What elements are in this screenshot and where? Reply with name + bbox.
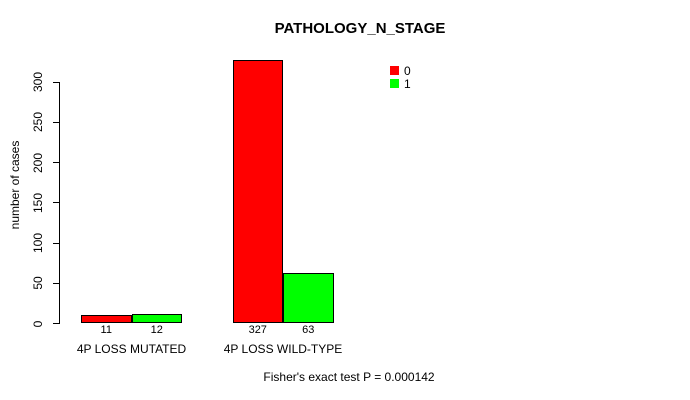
y-tick-label: 50 (31, 276, 45, 290)
y-tick-label: 300 (31, 72, 45, 93)
legend-swatch (390, 79, 399, 88)
legend-row: 0 (390, 64, 411, 77)
y-tick-label: 0 (31, 320, 45, 327)
y-tick-label: 150 (31, 192, 45, 213)
y-tick-label: 100 (31, 233, 45, 254)
y-tick (53, 242, 60, 244)
bar-segment (283, 272, 334, 324)
y-tick (53, 323, 60, 324)
bar-segment (232, 60, 283, 324)
legend-swatch (390, 66, 399, 75)
y-tick (53, 202, 60, 204)
legend-label: 0 (404, 63, 411, 78)
y-tick (53, 81, 60, 83)
bar-value-label: 327 (248, 324, 267, 336)
y-tick (53, 282, 60, 284)
bar-value-label: 12 (150, 324, 163, 336)
y-tick (53, 121, 60, 123)
y-tick-label: 250 (31, 112, 45, 133)
bar-segment (131, 313, 182, 324)
legend-label: 1 (404, 76, 411, 91)
chart-title: PATHOLOGY_N_STAGE (274, 20, 446, 37)
y-axis-label: number of cases (8, 140, 22, 230)
category-label: 4P LOSS WILD-TYPE (223, 342, 343, 356)
legend-row: 1 (390, 77, 411, 90)
y-tick (53, 162, 60, 164)
fisher-test-caption: Fisher's exact test P = 0.000142 (263, 370, 435, 384)
category-label: 4P LOSS MUTATED (76, 342, 187, 356)
bar-segment (81, 314, 132, 324)
y-tick-label: 200 (31, 152, 45, 173)
bar-value-label: 63 (302, 324, 315, 336)
bar-value-label: 11 (100, 324, 112, 336)
